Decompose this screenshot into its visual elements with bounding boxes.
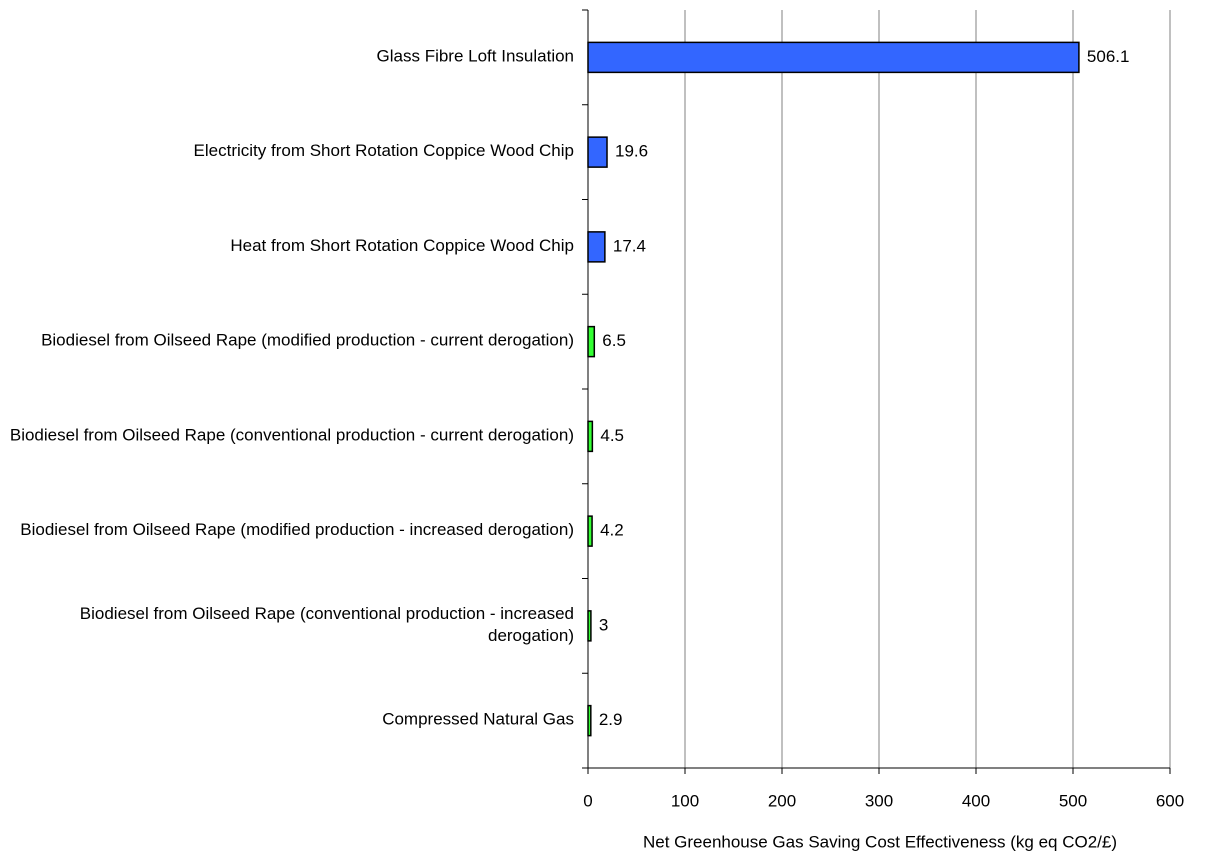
- label-line: Glass Fibre Loft Insulation: [377, 47, 574, 66]
- y-tick-label: Electricity from Short Rotation Coppice …: [194, 142, 574, 161]
- data-label: 17.4: [613, 236, 646, 255]
- label-line: Biodiesel from Oilseed Rape (modified pr…: [20, 521, 574, 540]
- data-label: 3: [599, 615, 608, 634]
- bar: [587, 704, 592, 737]
- x-tick-label: 200: [768, 791, 796, 810]
- label-line: derogation): [488, 626, 574, 645]
- x-tick-label: 300: [865, 791, 893, 810]
- data-label: 4.5: [600, 426, 624, 445]
- y-tick-label: Glass Fibre Loft Insulation: [377, 47, 574, 66]
- y-tick-label: Compressed Natural Gas: [382, 710, 574, 729]
- data-label: 6.5: [602, 331, 626, 350]
- data-label: 19.6: [615, 142, 648, 161]
- bar: [587, 325, 596, 358]
- label-line: Compressed Natural Gas: [382, 710, 574, 729]
- bar: [587, 231, 606, 263]
- x-tick-label: 400: [962, 791, 990, 810]
- data-label: 4.2: [600, 521, 624, 540]
- label-line: Biodiesel from Oilseed Rape (modified pr…: [41, 331, 574, 350]
- y-tick-label: Biodiesel from Oilseed Rape (conventiona…: [10, 426, 574, 445]
- y-tick-label: Heat from Short Rotation Coppice Wood Ch…: [230, 236, 574, 255]
- y-tick-label: Biodiesel from Oilseed Rape (modified pr…: [20, 521, 574, 540]
- data-label: 2.9: [599, 710, 623, 729]
- x-tick-label: 0: [583, 791, 592, 810]
- label-line: Electricity from Short Rotation Coppice …: [194, 142, 574, 161]
- x-tick-label: 100: [671, 791, 699, 810]
- y-tick-label: Biodiesel from Oilseed Rape (conventiona…: [80, 604, 574, 645]
- bar: [587, 136, 608, 168]
- label-line: Heat from Short Rotation Coppice Wood Ch…: [230, 236, 574, 255]
- x-tick-label: 500: [1059, 791, 1087, 810]
- bar: [587, 41, 1080, 74]
- x-axis-label: Net Greenhouse Gas Saving Cost Effective…: [643, 832, 1117, 851]
- bar: [587, 515, 593, 547]
- x-tick-label: 600: [1156, 791, 1184, 810]
- label-line: Biodiesel from Oilseed Rape (conventiona…: [80, 604, 574, 623]
- bar: [587, 420, 594, 453]
- y-tick-label: Biodiesel from Oilseed Rape (modified pr…: [41, 331, 574, 350]
- bar: [587, 610, 592, 642]
- label-line: Biodiesel from Oilseed Rape (conventiona…: [10, 426, 574, 445]
- data-label: 506.1: [1087, 47, 1130, 66]
